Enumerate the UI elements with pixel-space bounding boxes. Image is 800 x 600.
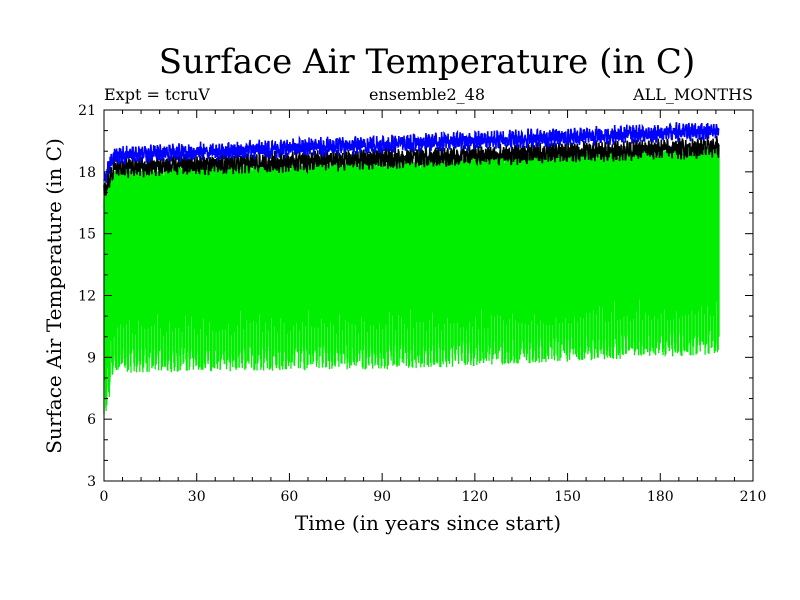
y-tick-label: 18	[78, 165, 96, 181]
x-tick-label: 120	[461, 489, 488, 505]
x-tick-label: 150	[554, 489, 581, 505]
x-axis-label: Time (in years since start)	[295, 511, 561, 535]
chart-title: Surface Air Temperature (in C)	[159, 42, 695, 82]
y-tick-label: 12	[78, 289, 96, 305]
series-mean	[103, 135, 720, 196]
x-tick-label: 90	[373, 489, 391, 505]
y-tick-label: 21	[78, 103, 96, 119]
ensemble-label: ensemble2_48	[369, 85, 485, 104]
months-label: ALL_MONTHS	[632, 85, 753, 104]
series-maximum	[103, 122, 720, 183]
y-axis-label: Surface Air Temperature (in C)	[42, 138, 66, 454]
y-tick-label: 9	[87, 350, 96, 366]
x-tick-label: 60	[281, 489, 299, 505]
x-tick-label: 30	[188, 489, 206, 505]
axis-ticks: 0 30 60 90 120 150 180 210 3 6 9 12 15 18 21	[78, 103, 766, 505]
x-tick-label: 0	[100, 489, 109, 505]
y-tick-label: 15	[78, 227, 96, 243]
x-tick-label: 210	[740, 489, 767, 505]
x-tick-label: 180	[647, 489, 674, 505]
y-tick-label: 6	[87, 412, 96, 428]
y-tick-label: 3	[87, 474, 96, 490]
experiment-label: Expt = tcruV	[104, 85, 210, 104]
